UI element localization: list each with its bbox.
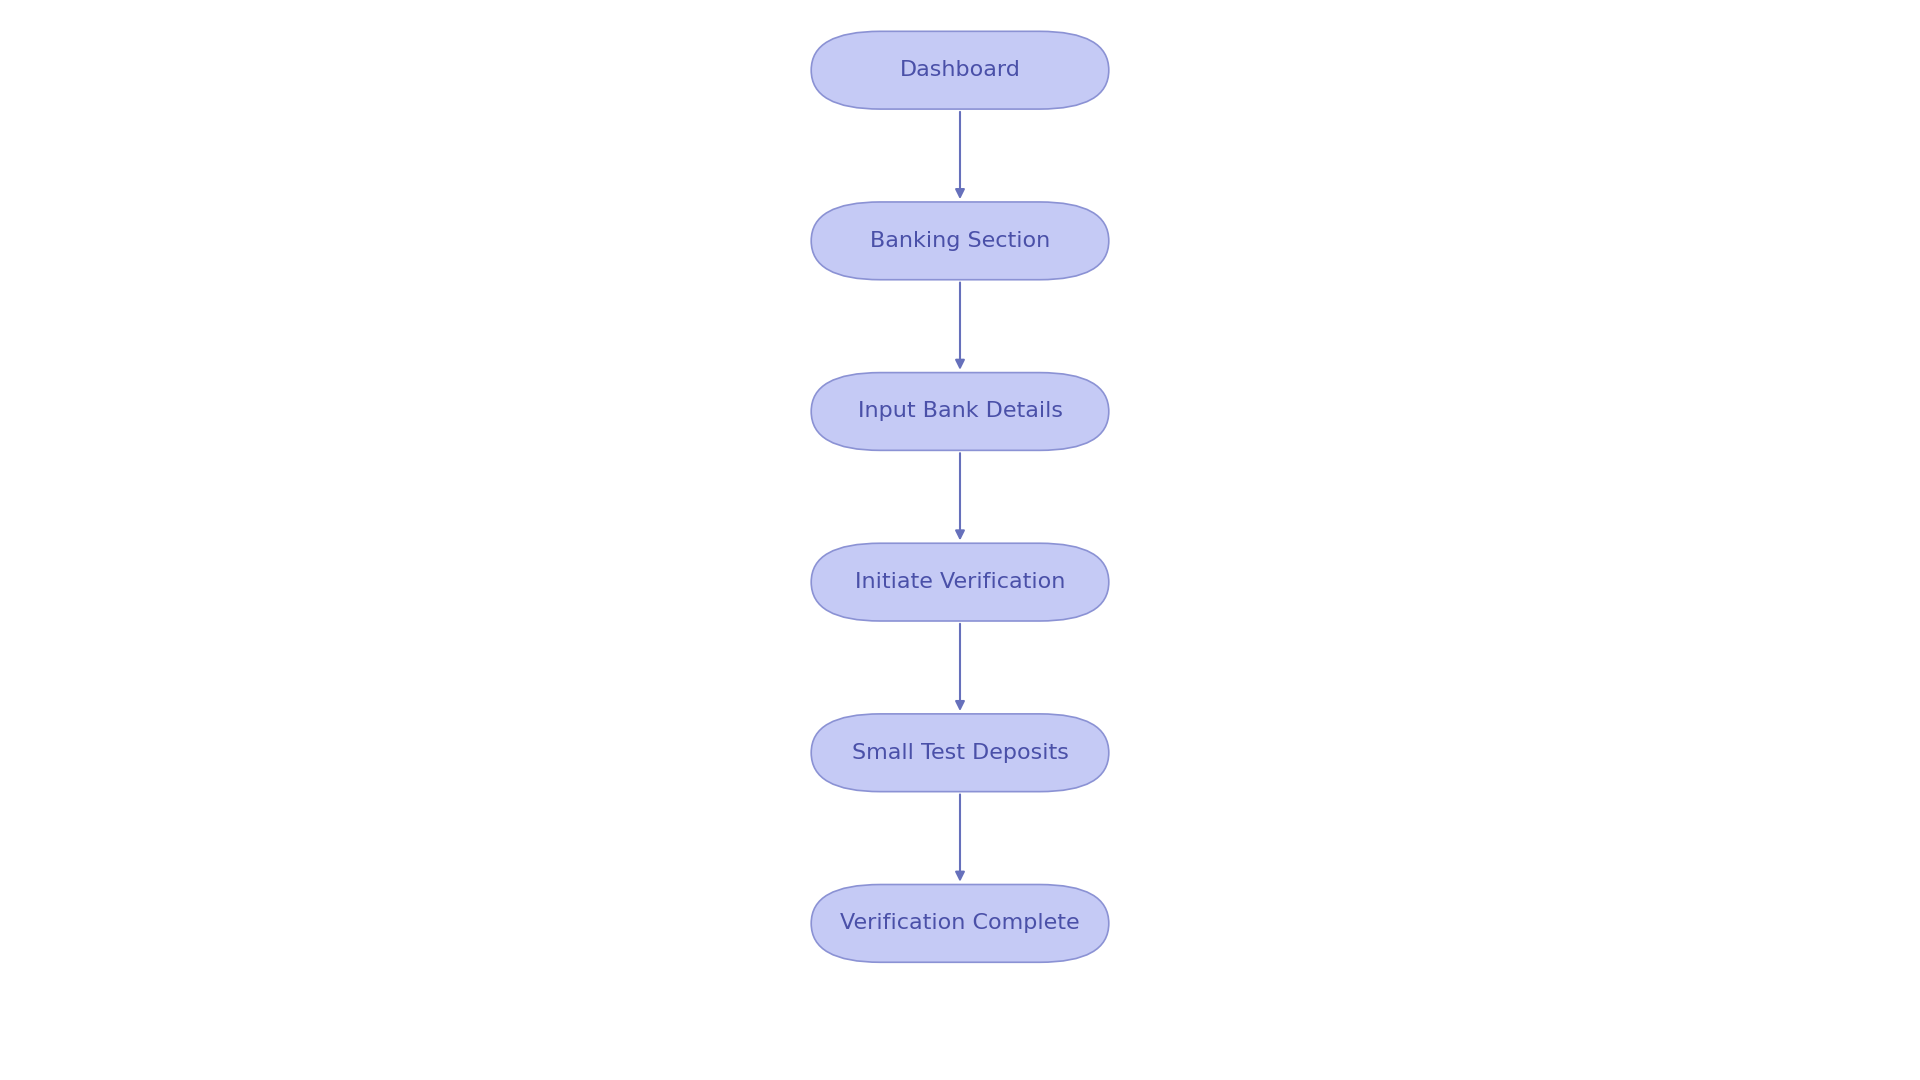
FancyBboxPatch shape [810,31,1110,109]
Text: Input Bank Details: Input Bank Details [858,402,1062,421]
FancyBboxPatch shape [810,202,1110,280]
FancyBboxPatch shape [810,373,1110,450]
Text: Banking Section: Banking Section [870,231,1050,251]
Text: Dashboard: Dashboard [900,60,1020,80]
FancyBboxPatch shape [810,885,1110,962]
Text: Initiate Verification: Initiate Verification [854,572,1066,592]
Text: Verification Complete: Verification Complete [841,914,1079,933]
FancyBboxPatch shape [810,543,1110,621]
Text: Small Test Deposits: Small Test Deposits [852,743,1068,762]
FancyBboxPatch shape [810,714,1110,792]
